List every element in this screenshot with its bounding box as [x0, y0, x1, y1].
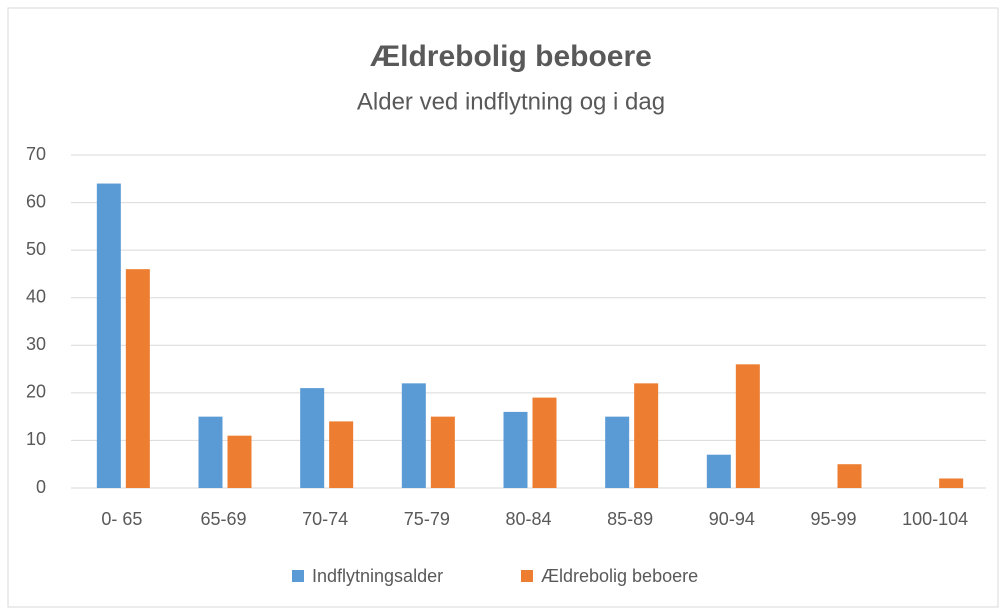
x-tick-label: 70-74 [302, 509, 348, 529]
bar [227, 435, 252, 488]
bar [605, 416, 630, 488]
bar [706, 454, 731, 488]
bar [735, 364, 760, 488]
x-tick-label: 100-104 [902, 509, 968, 529]
bar [939, 478, 964, 488]
legend-label: Indflytningsalder [312, 566, 443, 586]
y-tick-label: 20 [26, 382, 46, 402]
chart-subtitle: Alder ved indflytning og i dag [357, 88, 665, 115]
y-tick-label: 40 [26, 286, 46, 306]
bar [503, 411, 528, 488]
x-tick-label: 85-89 [607, 509, 653, 529]
bar [329, 421, 354, 488]
y-tick-label: 60 [26, 191, 46, 211]
bar [837, 464, 862, 488]
legend-swatch [521, 570, 533, 582]
bar [532, 397, 557, 488]
y-tick-label: 30 [26, 334, 46, 354]
x-tick-label: 80-84 [505, 509, 551, 529]
x-tick-label: 75-79 [404, 509, 450, 529]
bar [430, 416, 455, 488]
bar [96, 183, 121, 489]
bar [125, 269, 150, 488]
legend-label: Ældrebolig beboere [541, 566, 698, 586]
bar [198, 416, 223, 488]
y-tick-label: 10 [26, 429, 46, 449]
y-tick-label: 0 [36, 477, 46, 497]
chart-border [7, 7, 999, 608]
legend-swatch [292, 570, 304, 582]
x-tick-label: 65-69 [200, 509, 246, 529]
y-tick-label: 70 [26, 144, 46, 164]
x-tick-label: 95-99 [810, 509, 856, 529]
bar [300, 388, 325, 488]
bar [401, 383, 426, 488]
chart-title: Ældrebolig beboere [370, 40, 652, 73]
bar [634, 383, 659, 488]
x-tick-label: 0- 65 [101, 509, 142, 529]
x-tick-label: 90-94 [709, 509, 755, 529]
y-tick-label: 50 [26, 239, 46, 259]
